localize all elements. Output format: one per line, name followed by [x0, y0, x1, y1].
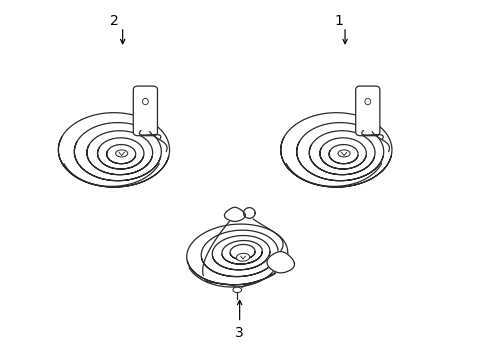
Ellipse shape	[116, 150, 127, 157]
Text: 3: 3	[235, 326, 244, 340]
FancyBboxPatch shape	[355, 86, 379, 136]
Polygon shape	[266, 252, 294, 273]
Ellipse shape	[236, 253, 249, 261]
Polygon shape	[243, 208, 255, 218]
Text: 2: 2	[109, 14, 118, 27]
FancyBboxPatch shape	[133, 86, 157, 136]
Ellipse shape	[142, 98, 148, 105]
Ellipse shape	[364, 98, 370, 105]
Polygon shape	[224, 207, 245, 221]
Text: 1: 1	[334, 14, 343, 27]
Ellipse shape	[337, 150, 349, 157]
Ellipse shape	[232, 287, 241, 293]
